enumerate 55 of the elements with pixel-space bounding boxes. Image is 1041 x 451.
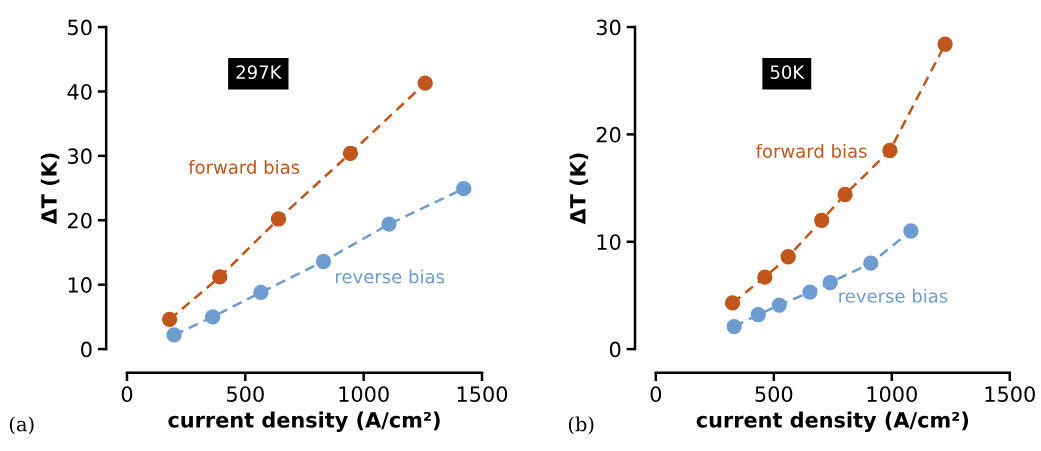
y-axis-title: ΔT (K) <box>569 153 589 225</box>
point <box>750 307 766 323</box>
y-tick-label: 40 <box>67 83 92 100</box>
y-tick-label: 10 <box>68 277 92 293</box>
y-tick-label: 50 <box>68 19 92 36</box>
point <box>315 253 332 270</box>
point <box>802 284 818 300</box>
point <box>780 249 796 265</box>
series-label: forward bias <box>756 143 867 158</box>
point <box>863 255 879 271</box>
point <box>205 309 221 325</box>
point <box>837 186 853 203</box>
y-tick-label: 30 <box>68 148 92 165</box>
x-tick-label: 1000 <box>867 386 917 403</box>
x-tick-label: 500 <box>227 386 264 403</box>
point <box>882 142 898 159</box>
point <box>757 269 773 285</box>
text: (b) <box>568 416 594 435</box>
point <box>166 327 182 343</box>
point <box>726 318 742 335</box>
point <box>814 212 830 228</box>
x-tick-label: 1500 <box>457 386 508 403</box>
point <box>822 274 838 291</box>
point <box>417 75 433 91</box>
point <box>381 216 397 232</box>
point <box>724 295 741 311</box>
annotation: 50K <box>770 65 805 79</box>
series-label: reverse bias <box>336 269 445 284</box>
point <box>771 297 787 313</box>
x-axis-title: current density (A/cm²) <box>696 411 969 432</box>
point <box>212 269 228 285</box>
y-tick-label: 10 <box>597 234 621 250</box>
point <box>253 284 269 301</box>
y-tick-label: 20 <box>67 212 92 229</box>
point <box>161 311 178 328</box>
x-tick-label: 1000 <box>339 386 389 403</box>
x-tick-label: 500 <box>755 386 793 403</box>
text: (a) <box>9 416 34 435</box>
y-tick-label: 30 <box>596 19 621 36</box>
x-tick-label: 0 <box>650 386 662 403</box>
y-tick-label: 0 <box>609 341 621 358</box>
series-label: reverse bias <box>839 288 948 303</box>
point <box>903 223 919 239</box>
point <box>937 36 953 52</box>
x-tick-label: 0 <box>121 386 133 403</box>
point <box>456 181 472 197</box>
point <box>270 211 287 227</box>
series-label: forward bias <box>188 160 300 174</box>
annotation: 297K <box>236 65 282 79</box>
y-tick-label: 20 <box>596 126 621 143</box>
point <box>342 145 359 161</box>
y-tick-label: 0 <box>81 341 92 358</box>
x-tick-label: 1500 <box>985 386 1035 403</box>
x-axis-title: current density (A/cm²) <box>168 411 440 432</box>
y-axis-title: ΔT (K) <box>40 153 60 225</box>
